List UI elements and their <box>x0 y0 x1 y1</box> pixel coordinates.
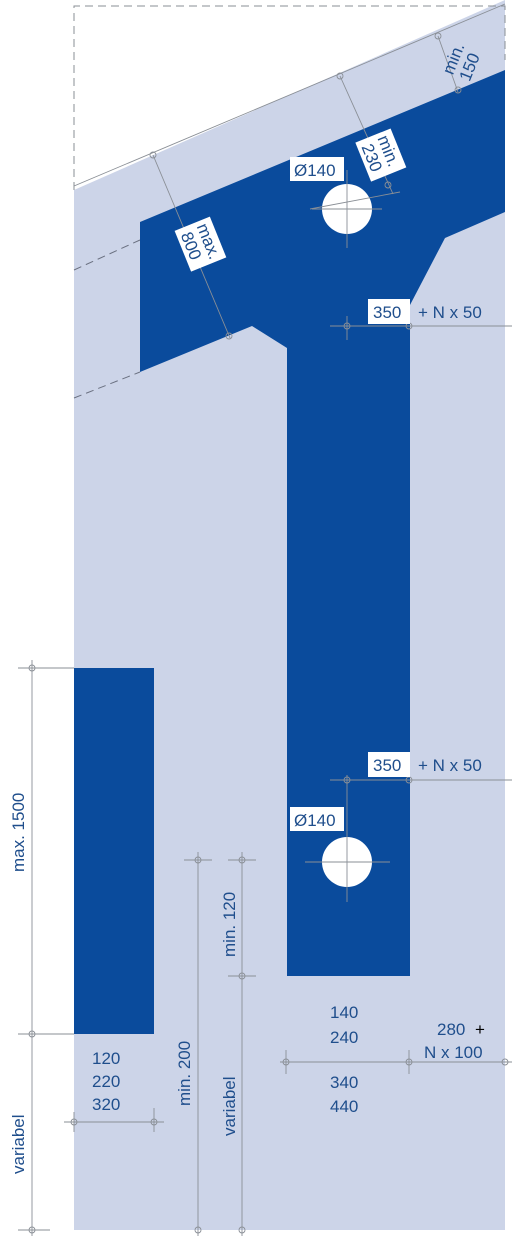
width-mid-2: 240 <box>330 1028 358 1047</box>
label-variabel-mid: variabel <box>220 1076 239 1136</box>
pitch-formula: N x 100 <box>424 1043 483 1062</box>
hole-top <box>309 170 401 248</box>
spacing-bottom-formula: + N x 50 <box>418 756 482 775</box>
width-left-2: 220 <box>92 1072 120 1091</box>
hole-top-label-box <box>290 157 344 181</box>
label-min230-box <box>355 128 407 182</box>
spacing-node-bottom <box>343 776 351 784</box>
hole-top-label: Ø140 <box>294 161 336 180</box>
spacing-node-top <box>343 322 351 330</box>
hole-bottom-label: Ø140 <box>294 811 336 830</box>
left-dimension-chain <box>18 660 74 1236</box>
label-min120: min. 120 <box>220 892 239 957</box>
spacing-top-value: 350 <box>373 303 401 322</box>
label-variabel-left: variabel <box>9 1114 28 1174</box>
label-max1500: max. 1500 <box>9 793 28 872</box>
dashed-edge-lower <box>73 371 141 399</box>
spacing-top-box <box>368 299 410 324</box>
spacing-bottom-value: 350 <box>373 756 401 775</box>
width-left-1: 120 <box>92 1049 120 1068</box>
width-mid-3: 340 <box>330 1073 358 1092</box>
label-min200: min. 200 <box>175 1041 194 1106</box>
hole-bottom <box>305 775 390 902</box>
width-left-3: 320 <box>92 1095 120 1114</box>
pitch-plus: + <box>475 1020 485 1039</box>
label-max800-box <box>174 216 227 272</box>
width-mid-4: 440 <box>330 1097 358 1116</box>
steel-bracket <box>140 70 505 976</box>
pitch-dimension <box>280 1050 512 1074</box>
spacing-bottom-box <box>368 752 410 777</box>
middle-dimension-chains <box>184 852 256 1236</box>
pitch-value: 280 <box>437 1020 465 1039</box>
spacing-top-formula: + N x 50 <box>418 303 482 322</box>
dashed-boundary-top <box>73 5 506 190</box>
steel-side-plate <box>74 668 154 1034</box>
hole-bottom-label-box <box>290 807 344 831</box>
plate-width-dimension <box>64 1108 164 1132</box>
width-mid-1: 140 <box>330 1003 358 1022</box>
